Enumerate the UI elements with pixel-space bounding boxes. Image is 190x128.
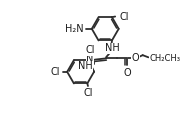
Text: NH: NH: [78, 61, 93, 71]
Text: O: O: [132, 53, 139, 63]
Text: CH₂CH₃: CH₂CH₃: [149, 55, 180, 63]
Text: N: N: [86, 54, 94, 64]
Text: NH: NH: [105, 43, 120, 53]
Text: Cl: Cl: [119, 12, 128, 22]
Text: H₂N: H₂N: [66, 24, 84, 34]
Text: Cl: Cl: [51, 67, 60, 77]
Text: O: O: [123, 68, 131, 78]
Text: Cl: Cl: [85, 45, 95, 55]
Text: Cl: Cl: [83, 88, 93, 98]
